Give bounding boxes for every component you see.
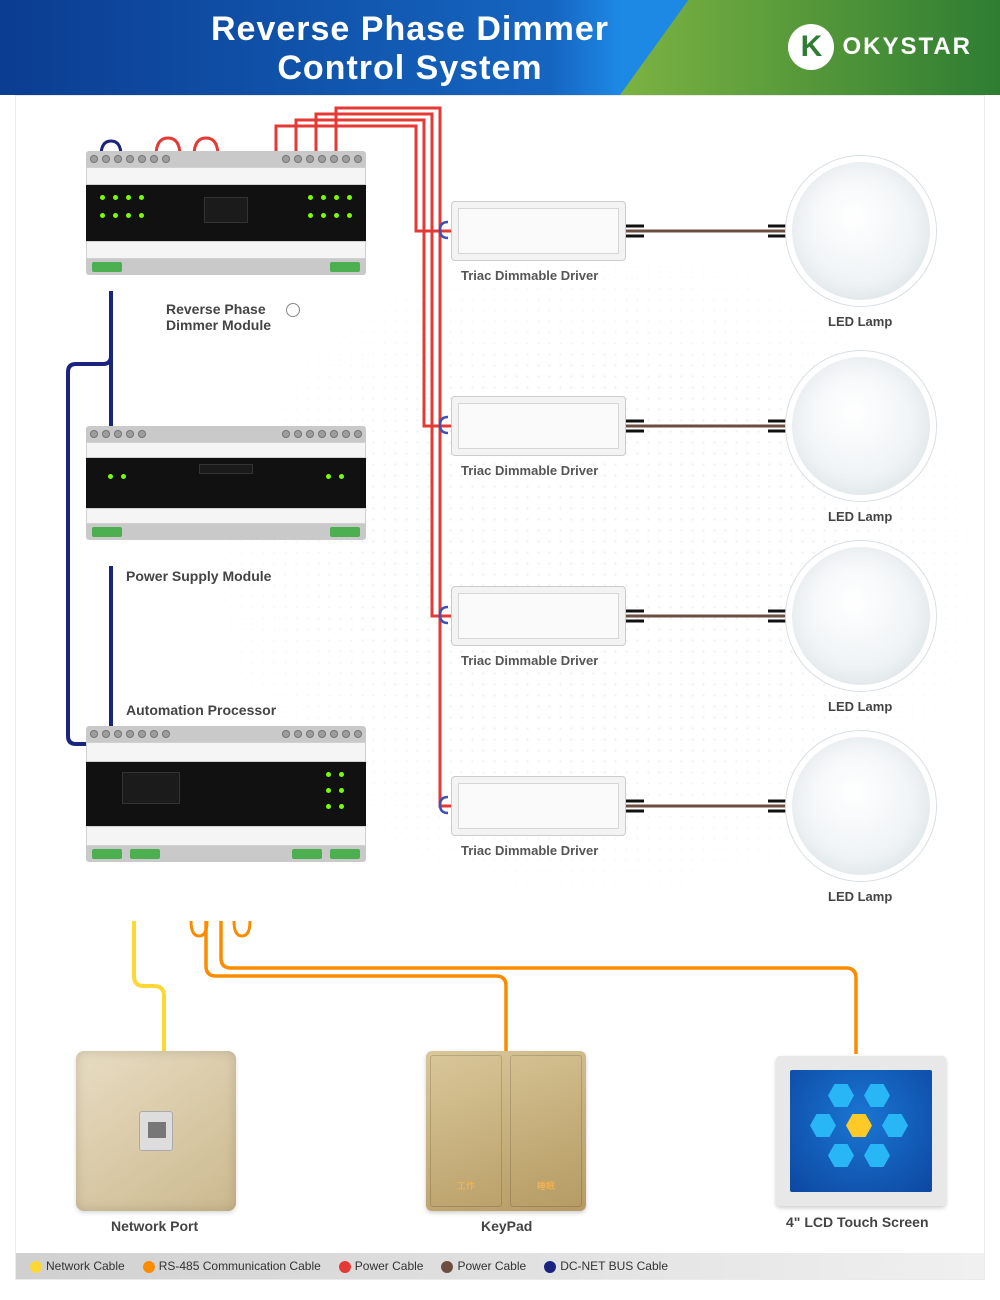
brand-logo: K OKYSTAR bbox=[788, 24, 972, 70]
swatch-icon bbox=[339, 1261, 351, 1273]
legend-text: DC-NET BUS Cable bbox=[560, 1259, 668, 1273]
module-body-top bbox=[86, 167, 366, 185]
legend-item: Power Cable bbox=[441, 1259, 526, 1273]
module-screen-icon bbox=[122, 772, 180, 804]
din-top bbox=[86, 151, 366, 167]
terminal-icon bbox=[130, 849, 160, 859]
module-screen-icon bbox=[204, 197, 248, 223]
lamp-label: LED Lamp bbox=[828, 889, 892, 904]
auto-label: Automation Processor bbox=[126, 702, 276, 718]
terminal-icon bbox=[292, 849, 322, 859]
module-body-bot bbox=[86, 241, 366, 259]
marker-icon bbox=[286, 303, 300, 317]
terminal-icon bbox=[92, 527, 122, 537]
lamp-label: LED Lamp bbox=[828, 314, 892, 329]
driver-label: Triac Dimmable Driver bbox=[461, 843, 598, 858]
terminal-icon bbox=[330, 527, 360, 537]
triac-driver bbox=[451, 201, 626, 261]
lamp-label: LED Lamp bbox=[828, 699, 892, 714]
header: Reverse Phase Dimmer Control System K OK… bbox=[0, 0, 1000, 95]
diagram-canvas: Reverse Phase Dimmer Module Power Supp bbox=[15, 95, 985, 1280]
legend-item: DC-NET BUS Cable bbox=[544, 1259, 668, 1273]
legend-item: RS-485 Communication Cable bbox=[143, 1259, 321, 1273]
driver-label: Triac Dimmable Driver bbox=[461, 463, 598, 478]
driver-label: Triac Dimmable Driver bbox=[461, 268, 598, 283]
module-body-top bbox=[86, 742, 366, 762]
rj45-jack-icon bbox=[139, 1111, 173, 1151]
legend-text: Power Cable bbox=[355, 1259, 424, 1273]
power-supply-module bbox=[86, 426, 366, 540]
terminal-icon bbox=[92, 262, 122, 272]
swatch-icon bbox=[30, 1261, 42, 1273]
brand-badge-icon: K bbox=[788, 24, 834, 70]
terminal-icon bbox=[330, 262, 360, 272]
legend-text: RS-485 Communication Cable bbox=[159, 1259, 321, 1273]
led-lamp-icon bbox=[786, 351, 936, 501]
title-line2: Control System bbox=[130, 49, 690, 88]
swatch-icon bbox=[143, 1261, 155, 1273]
triac-driver bbox=[451, 396, 626, 456]
dimmer-module bbox=[86, 151, 366, 275]
keypad-button[interactable]: 睡眠 bbox=[510, 1055, 582, 1207]
din-bot bbox=[86, 259, 366, 275]
psu-label: Power Supply Module bbox=[126, 568, 271, 584]
led-lamp-icon bbox=[786, 731, 936, 881]
legend-item: Power Cable bbox=[339, 1259, 424, 1273]
lcd-label: 4" LCD Touch Screen bbox=[786, 1214, 929, 1230]
din-top bbox=[86, 726, 366, 742]
led-lamp-icon bbox=[786, 541, 936, 691]
module-body-bot bbox=[86, 508, 366, 524]
legend-text: Network Cable bbox=[46, 1259, 125, 1273]
dimmer-label: Reverse Phase Dimmer Module bbox=[166, 301, 271, 333]
led-lamp-icon bbox=[786, 156, 936, 306]
legend-item: Network Cable bbox=[30, 1259, 125, 1273]
din-bot bbox=[86, 524, 366, 540]
title-line1: Reverse Phase Dimmer bbox=[130, 10, 690, 49]
keypad-button[interactable]: 工作 bbox=[430, 1055, 502, 1207]
brand-letter: K bbox=[801, 30, 823, 64]
module-facepanel bbox=[86, 185, 366, 241]
swatch-icon bbox=[441, 1261, 453, 1273]
lcd-screen-icon bbox=[790, 1070, 932, 1192]
lcd-touch-screen[interactable] bbox=[776, 1056, 946, 1206]
module-facepanel bbox=[86, 458, 366, 508]
page: Reverse Phase Dimmer Control System K OK… bbox=[0, 0, 1000, 1300]
triac-driver bbox=[451, 776, 626, 836]
module-body-top bbox=[86, 442, 366, 458]
brand-name: OKYSTAR bbox=[842, 33, 972, 61]
module-facepanel bbox=[86, 762, 366, 826]
din-top bbox=[86, 426, 366, 442]
keypad-label: KeyPad bbox=[481, 1218, 532, 1234]
module-strip-icon bbox=[199, 464, 253, 474]
legend-text: Power Cable bbox=[457, 1259, 526, 1273]
module-body-bot bbox=[86, 826, 366, 846]
network-port-label: Network Port bbox=[111, 1218, 198, 1234]
terminal-icon bbox=[92, 849, 122, 859]
keypad: 工作 睡眠 bbox=[426, 1051, 586, 1211]
swatch-icon bbox=[544, 1261, 556, 1273]
page-title: Reverse Phase Dimmer Control System bbox=[130, 10, 690, 88]
lamp-label: LED Lamp bbox=[828, 509, 892, 524]
din-bot bbox=[86, 846, 366, 862]
terminal-icon bbox=[330, 849, 360, 859]
automation-processor-module bbox=[86, 726, 366, 862]
driver-label: Triac Dimmable Driver bbox=[461, 653, 598, 668]
network-port bbox=[76, 1051, 236, 1211]
triac-driver bbox=[451, 586, 626, 646]
legend: Network Cable RS-485 Communication Cable… bbox=[16, 1253, 984, 1279]
